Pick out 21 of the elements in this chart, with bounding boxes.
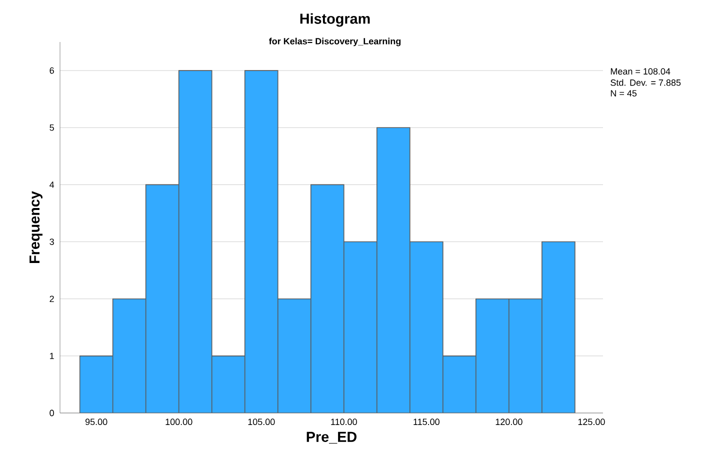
y-tick-label: 4 [50,182,54,188]
y-tick-label: 5 [50,124,54,131]
chart-subtitle: for Kelas= Discovery_Learning [269,38,401,46]
chart-title: Histogram [300,13,370,27]
x-tick-label: 110.00 [331,418,357,426]
text: N = 45 [610,90,637,96]
text: Mean = 108.04 [610,68,670,75]
y-tick-label: 6 [50,67,54,74]
x-tick-label: 125.00 [578,418,605,426]
y-tick-label: 1 [50,352,54,360]
y-tick-label: 0 [50,410,54,416]
y-tick-label: 3 [50,238,54,245]
x-tick-label: 105.00 [248,418,275,426]
x-tick-label: 100.00 [166,418,192,426]
x-tick-label: 120.00 [496,418,522,426]
y-tick-label: 2 [50,296,54,302]
text: Std. Dev. = 7.885 [610,79,681,86]
x-axis-title: Pre_ED [306,432,356,444]
x-tick-label: 115.00 [414,418,440,426]
y-axis-title: Frequency [30,191,42,263]
x-tick-label: 95.00 [85,418,108,426]
